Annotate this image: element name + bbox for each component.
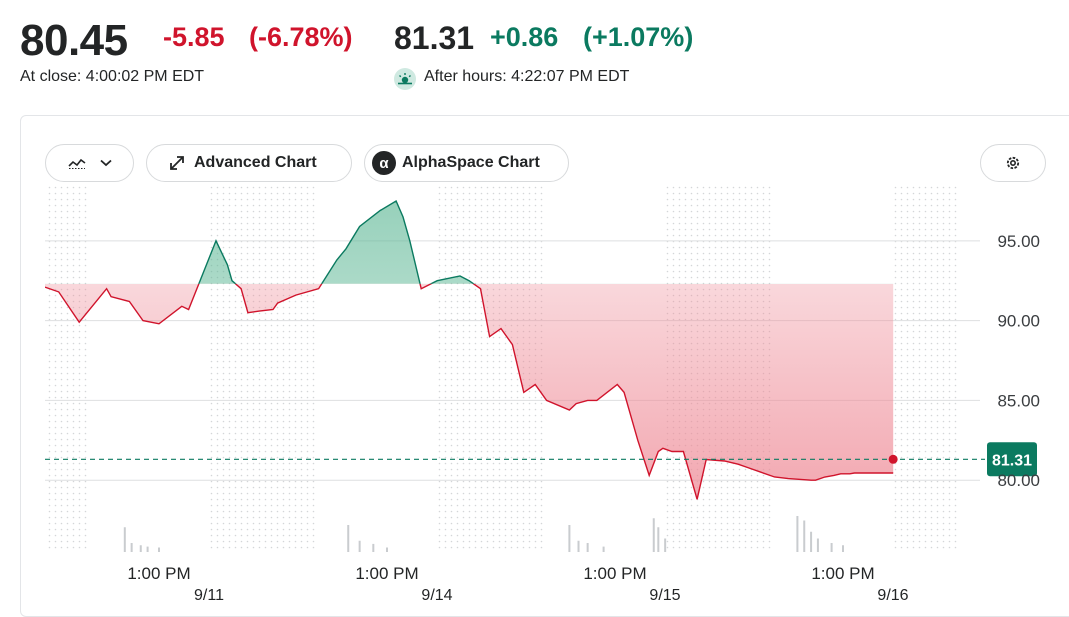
- quote-header: 80.45 -5.85 (-6.78%) At close: 4:00:02 P…: [20, 14, 1060, 94]
- alphaspace-chart-label: AlphaSpace Chart: [402, 154, 540, 171]
- chevron-down-icon: [99, 159, 112, 167]
- chart-type-dropdown[interactable]: [45, 144, 134, 182]
- line-chart-icon: [67, 157, 86, 169]
- close-change: -5.85: [163, 22, 225, 52]
- chart-settings-button[interactable]: [980, 144, 1046, 182]
- after-hours-time: After hours: 4:22:07 PM EDT: [424, 68, 630, 85]
- after-hours-change: +0.86: [490, 22, 559, 52]
- close-time: At close: 4:00:02 PM EDT: [20, 68, 205, 85]
- advanced-chart-button[interactable]: Advanced Chart: [146, 144, 352, 182]
- chart-card: [20, 115, 1069, 617]
- expand-arrows-icon: [169, 155, 185, 171]
- after-hours-change-percent: (+1.07%): [583, 22, 694, 52]
- advanced-chart-label: Advanced Chart: [194, 154, 317, 171]
- alphaspace-chart-button[interactable]: α AlphaSpace Chart: [364, 144, 569, 182]
- sunset-icon: [394, 68, 416, 90]
- after-hours-price: 81.31: [394, 20, 475, 56]
- close-price: 80.45: [20, 16, 128, 65]
- alpha-icon: α: [372, 151, 396, 175]
- close-change-percent: (-6.78%): [249, 22, 353, 52]
- gear-icon: [1004, 154, 1022, 172]
